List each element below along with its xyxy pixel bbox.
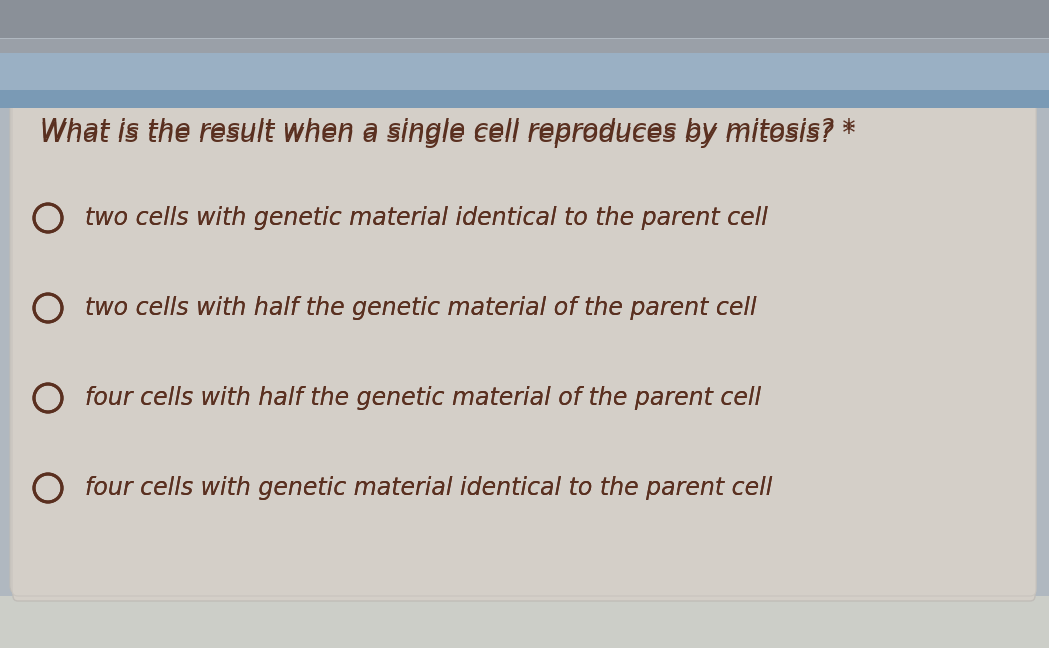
Text: four cells with half the genetic material of the parent cell: four cells with half the genetic materia… — [85, 386, 762, 410]
Bar — [0, 96, 1049, 596]
FancyBboxPatch shape — [13, 101, 1035, 601]
Bar — [0, 108, 1049, 648]
Text: four cells with half the genetic material of the parent cell: four cells with half the genetic materia… — [85, 386, 762, 410]
Text: two cells with genetic material identical to the parent cell: two cells with genetic material identica… — [85, 206, 768, 230]
Bar — [0, 0, 1049, 38]
Text: two cells with genetic material identical to the parent cell: two cells with genetic material identica… — [85, 206, 768, 230]
Bar — [0, 596, 1049, 648]
Text: four cells with genetic material identical to the parent cell: four cells with genetic material identic… — [85, 476, 772, 500]
Text: What is the result when a single cell reproduces by mitosis? *: What is the result when a single cell re… — [40, 118, 856, 144]
Text: two cells with half the genetic material of the parent cell: two cells with half the genetic material… — [85, 296, 756, 320]
FancyBboxPatch shape — [12, 100, 1036, 596]
Text: What is the result when a single cell reproduces by mitosis? *: What is the result when a single cell re… — [40, 122, 856, 148]
FancyBboxPatch shape — [10, 100, 1036, 594]
Bar — [0, 90, 1049, 108]
Text: four cells with genetic material identical to the parent cell: four cells with genetic material identic… — [85, 476, 772, 500]
Bar — [0, 39, 1049, 53]
Text: two cells with half the genetic material of the parent cell: two cells with half the genetic material… — [85, 296, 756, 320]
Bar — [0, 51, 1049, 96]
